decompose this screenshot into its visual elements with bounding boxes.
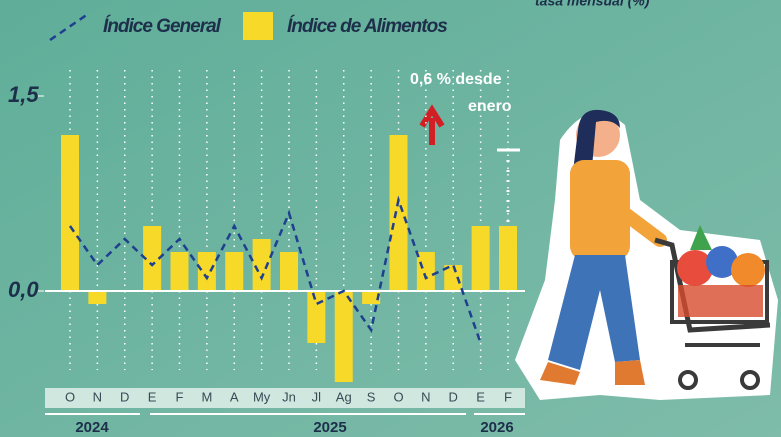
legend-swatch bbox=[243, 12, 273, 40]
chart: tasa mensual (%) 1,5 0,0 O N D E F M A My Jn Jl Ag S O… bbox=[0, 0, 781, 437]
x-tick-label: D bbox=[120, 389, 129, 404]
x-tick-label: M bbox=[201, 389, 212, 404]
x-tick-label: E bbox=[476, 389, 485, 404]
x-tick-label: N bbox=[93, 389, 102, 404]
x-tick-label: Jl bbox=[312, 389, 322, 404]
bar bbox=[307, 291, 325, 343]
x-tick-label: O bbox=[393, 389, 403, 404]
bar bbox=[472, 226, 490, 291]
subtitle: tasa mensual (%) bbox=[535, 0, 650, 9]
y-tick-label: 1,5 bbox=[8, 82, 39, 107]
bar bbox=[171, 252, 189, 291]
x-tick-label: S bbox=[367, 389, 376, 404]
bar bbox=[225, 252, 243, 291]
annotation: enero bbox=[468, 98, 512, 115]
x-tick-label: D bbox=[449, 389, 458, 404]
x-tick-label: Ag bbox=[336, 389, 352, 404]
x-tick-label: E bbox=[148, 389, 157, 404]
bar bbox=[280, 252, 298, 291]
x-tick-label: A bbox=[230, 389, 239, 404]
x-tick-label: N bbox=[421, 389, 430, 404]
bar bbox=[417, 252, 435, 291]
year-label: 2025 bbox=[313, 419, 346, 436]
x-tick-label: F bbox=[176, 389, 184, 404]
x-tick-label: Jn bbox=[282, 389, 296, 404]
legend-label: Índice General bbox=[103, 15, 222, 37]
x-tick-label: My bbox=[253, 389, 271, 404]
bar bbox=[335, 291, 353, 382]
x-tick-label: O bbox=[65, 389, 75, 404]
year-label: 2024 bbox=[75, 419, 109, 436]
x-tick-label: F bbox=[504, 389, 512, 404]
bar bbox=[61, 135, 79, 291]
legend-label: Índice de Alimentos bbox=[287, 15, 447, 37]
bar bbox=[499, 226, 517, 291]
bar bbox=[198, 252, 216, 291]
y-tick-label: 0,0 bbox=[8, 277, 39, 302]
bar bbox=[390, 135, 408, 291]
year-label: 2026 bbox=[480, 419, 513, 436]
bar bbox=[88, 291, 106, 304]
annotation: 0,6 % desde bbox=[410, 71, 502, 88]
